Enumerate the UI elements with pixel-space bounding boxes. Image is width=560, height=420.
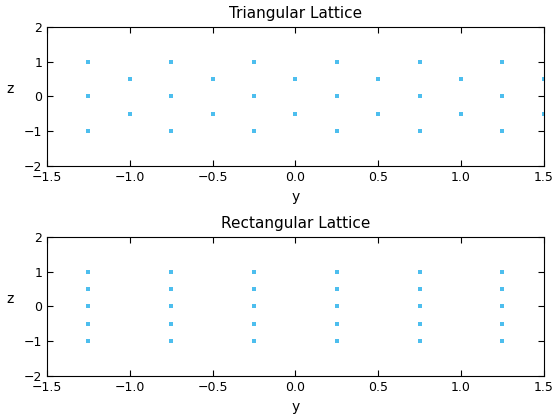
Title: Triangular Lattice: Triangular Lattice: [229, 6, 362, 21]
Y-axis label: z: z: [6, 292, 13, 307]
X-axis label: y: y: [291, 190, 300, 204]
Y-axis label: z: z: [6, 82, 13, 97]
X-axis label: y: y: [291, 400, 300, 414]
Title: Rectangular Lattice: Rectangular Lattice: [221, 216, 370, 231]
